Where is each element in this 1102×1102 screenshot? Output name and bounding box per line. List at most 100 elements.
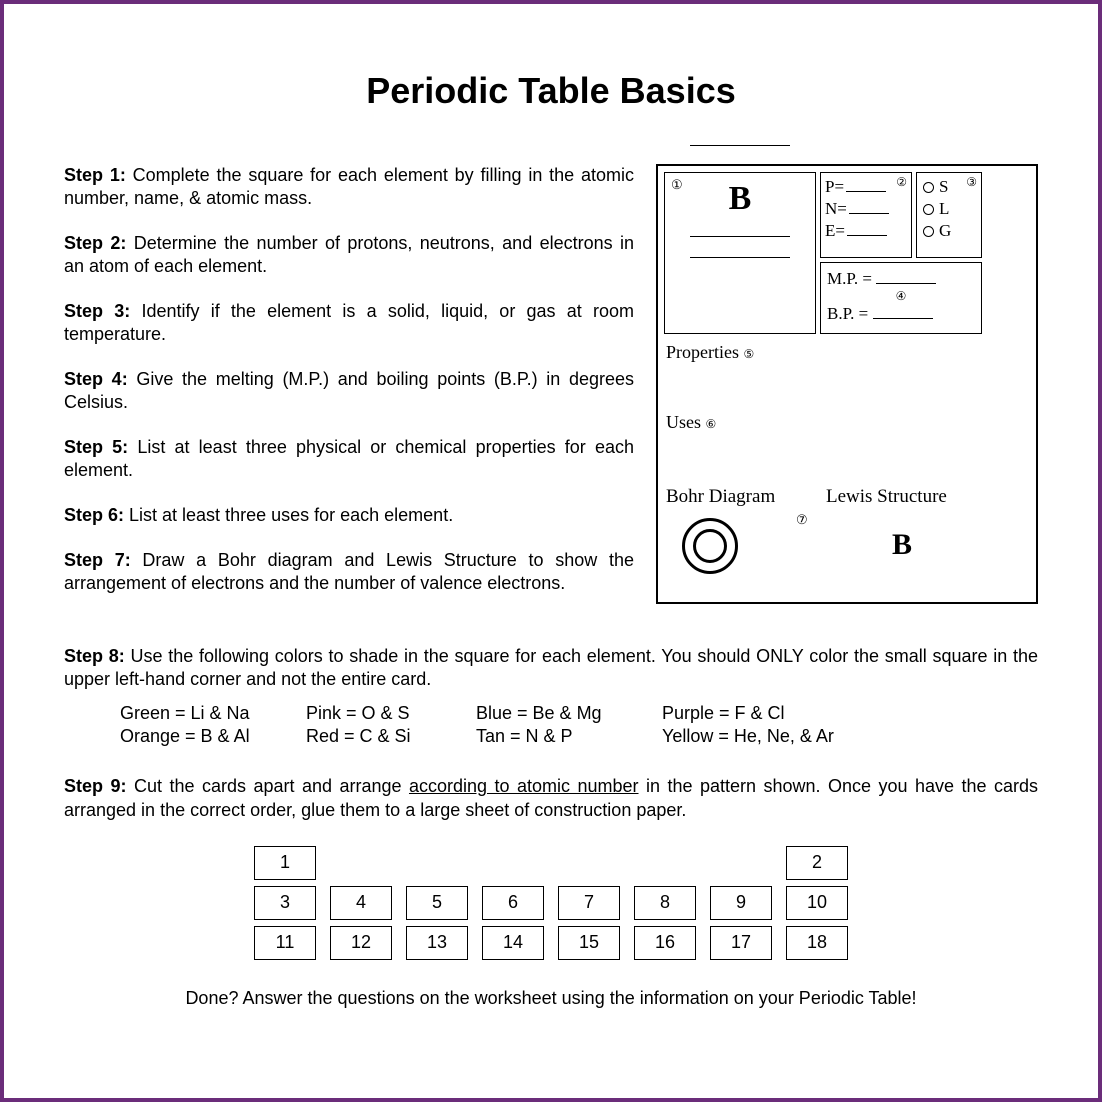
grid-cell-5: 5 bbox=[406, 886, 468, 920]
p-blank bbox=[846, 191, 886, 192]
bohr-ring-icon bbox=[682, 518, 738, 574]
step-5-text: List at least three physical or chemical… bbox=[64, 437, 634, 480]
worksheet-frame: Periodic Table Basics Step 1: Complete t… bbox=[0, 0, 1102, 1102]
color-orange: Orange = B & Al bbox=[120, 726, 306, 747]
color-tan: Tan = N & P bbox=[476, 726, 662, 747]
grid-cell-3: 3 bbox=[254, 886, 316, 920]
atomic-number-blank bbox=[690, 145, 790, 146]
n-label: N= bbox=[825, 199, 847, 219]
footer-text: Done? Answer the questions on the worksh… bbox=[64, 988, 1038, 1009]
step-2: Step 2: Determine the number of protons,… bbox=[64, 232, 634, 278]
element-card-diagram: ① B ② P= N= E= ③ S L G bbox=[656, 164, 1038, 604]
mp-bp-box: M.P. = ④ B.P. = bbox=[820, 262, 982, 334]
circled-6: ⑥ bbox=[706, 417, 717, 431]
step-9: Step 9: Cut the cards apart and arrange … bbox=[64, 775, 1038, 821]
step-7: Step 7: Draw a Bohr diagram and Lewis St… bbox=[64, 549, 634, 595]
grid-empty bbox=[482, 846, 544, 880]
circled-5: ⑤ bbox=[743, 347, 754, 361]
circled-4: ④ bbox=[827, 289, 975, 304]
mass-blank bbox=[690, 257, 790, 258]
bohr-label: Bohr Diagram bbox=[666, 486, 775, 508]
step-2-text: Determine the number of protons, neutron… bbox=[64, 233, 634, 276]
grid-cell-14: 14 bbox=[482, 926, 544, 960]
grid-empty bbox=[710, 846, 772, 880]
grid-cell-16: 16 bbox=[634, 926, 696, 960]
step-3: Step 3: Identify if the element is a sol… bbox=[64, 300, 634, 346]
color-red: Red = C & Si bbox=[306, 726, 476, 747]
grid-cell-17: 17 bbox=[710, 926, 772, 960]
step-6: Step 6: List at least three uses for eac… bbox=[64, 504, 634, 527]
uses-text: Uses bbox=[666, 412, 701, 432]
worksheet-page: Periodic Table Basics Step 1: Complete t… bbox=[16, 16, 1086, 1086]
grid-cell-7: 7 bbox=[558, 886, 620, 920]
step-9-underline: according to atomic number bbox=[409, 776, 639, 796]
uses-label: Uses ⑥ bbox=[666, 412, 716, 433]
p-label: P= bbox=[825, 177, 844, 197]
state-box: ③ S L G bbox=[916, 172, 982, 258]
page-title: Periodic Table Basics bbox=[64, 70, 1038, 112]
circled-1: ① bbox=[671, 177, 683, 193]
step-9-text-a: Cut the cards apart and arrange bbox=[127, 776, 409, 796]
grid-cell-15: 15 bbox=[558, 926, 620, 960]
pne-box: ② P= N= E= bbox=[820, 172, 912, 258]
properties-text: Properties bbox=[666, 342, 739, 362]
grid-empty bbox=[558, 846, 620, 880]
e-blank bbox=[847, 235, 887, 236]
step-4-text: Give the melting (M.P.) and boiling poin… bbox=[64, 369, 634, 412]
grid-cell-2: 2 bbox=[786, 846, 848, 880]
circled-7: ⑦ bbox=[796, 512, 808, 528]
s-label: S bbox=[939, 177, 948, 196]
step-7-label: Step 7: bbox=[64, 550, 131, 570]
n-blank bbox=[849, 213, 889, 214]
step-1-text: Complete the square for each element by … bbox=[64, 165, 634, 208]
grid-empty bbox=[634, 846, 696, 880]
radio-l-icon bbox=[923, 204, 934, 215]
step-6-label: Step 6: bbox=[64, 505, 124, 525]
step-2-label: Step 2: bbox=[64, 233, 126, 253]
grid-cell-6: 6 bbox=[482, 886, 544, 920]
bp-blank bbox=[873, 318, 933, 319]
step-8-text: Use the following colors to shade in the… bbox=[64, 646, 1038, 689]
color-purple: Purple = F & Cl bbox=[662, 703, 1038, 724]
circled-3: ③ bbox=[966, 175, 977, 190]
name-blank bbox=[690, 236, 790, 237]
grid-cell-10: 10 bbox=[786, 886, 848, 920]
lewis-label: Lewis Structure bbox=[826, 486, 947, 508]
element-square: ① B bbox=[664, 172, 816, 334]
mp-blank bbox=[876, 283, 936, 284]
element-symbol: B bbox=[665, 180, 815, 218]
step-3-label: Step 3: bbox=[64, 301, 130, 321]
grid-empty bbox=[330, 846, 392, 880]
grid-empty bbox=[406, 846, 468, 880]
radio-g-icon bbox=[923, 226, 934, 237]
arrangement-grid: 1 2 3 4 5 6 7 8 9 10 11 12 13 14 15 16 1… bbox=[254, 846, 848, 960]
properties-label: Properties ⑤ bbox=[666, 342, 754, 363]
grid-cell-4: 4 bbox=[330, 886, 392, 920]
top-region: Step 1: Complete the square for each ele… bbox=[64, 164, 1038, 617]
color-green: Green = Li & Na bbox=[120, 703, 306, 724]
step-5: Step 5: List at least three physical or … bbox=[64, 436, 634, 482]
color-yellow: Yellow = He, Ne, & Ar bbox=[662, 726, 1038, 747]
grid-cell-12: 12 bbox=[330, 926, 392, 960]
step-8-label: Step 8: bbox=[64, 646, 125, 666]
step-8: Step 8: Use the following colors to shad… bbox=[64, 645, 1038, 691]
step-6-text: List at least three uses for each elemen… bbox=[124, 505, 453, 525]
step-1: Step 1: Complete the square for each ele… bbox=[64, 164, 634, 210]
g-label: G bbox=[939, 221, 951, 240]
step-9-label: Step 9: bbox=[64, 776, 127, 796]
color-pink: Pink = O & S bbox=[306, 703, 476, 724]
l-label: L bbox=[939, 199, 949, 218]
color-blue: Blue = Be & Mg bbox=[476, 703, 662, 724]
grid-cell-8: 8 bbox=[634, 886, 696, 920]
step-1-label: Step 1: bbox=[64, 165, 126, 185]
circled-2: ② bbox=[896, 175, 907, 190]
grid-cell-1: 1 bbox=[254, 846, 316, 880]
step-4-label: Step 4: bbox=[64, 369, 128, 389]
e-label: E= bbox=[825, 221, 845, 241]
step-3-text: Identify if the element is a solid, liqu… bbox=[64, 301, 634, 344]
grid-cell-18: 18 bbox=[786, 926, 848, 960]
grid-cell-9: 9 bbox=[710, 886, 772, 920]
radio-s-icon bbox=[923, 182, 934, 193]
step-4: Step 4: Give the melting (M.P.) and boil… bbox=[64, 368, 634, 414]
bp-label: B.P. = bbox=[827, 304, 868, 323]
